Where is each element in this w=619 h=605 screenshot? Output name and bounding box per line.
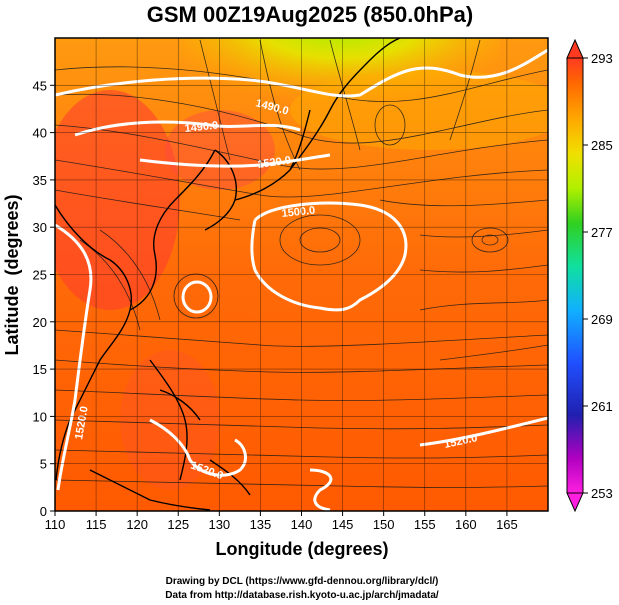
- streamlines: [55, 39, 548, 488]
- plot-area: 1490.0 1490.0 1520.0 1500.0 1520.0 1520.…: [55, 38, 548, 511]
- x-tick-label: 160: [455, 517, 477, 532]
- coastlines: [55, 38, 401, 511]
- y-tick-label: 0: [40, 504, 47, 519]
- x-tick-label: 145: [332, 517, 354, 532]
- contour-label: 1490.0: [184, 120, 219, 135]
- x-tick-label: 125: [167, 517, 189, 532]
- x-tick-label: 120: [126, 517, 148, 532]
- y-tick-label: 15: [33, 362, 47, 377]
- figure-title: GSM 00Z19Aug2025 (850.0hPa): [147, 2, 473, 27]
- y-tick-label: 45: [33, 78, 47, 93]
- y-tick-label: 10: [33, 409, 47, 424]
- contour-label: 1520.0: [73, 405, 91, 440]
- colorbar-scale: [566, 57, 584, 494]
- colorbar-label: 277: [591, 225, 613, 240]
- colorbar-label: 293: [591, 51, 613, 66]
- credit-data-source: Data from http://database.rish.kyoto-u.a…: [165, 590, 439, 601]
- warm-region-korea: [165, 110, 275, 190]
- y-axis-ticks: 0 5 10 15 20 25 30 35 40 45: [33, 78, 55, 519]
- colorbar-label: 253: [591, 486, 613, 501]
- contour-label: 1520.0: [257, 154, 292, 171]
- colorbar-label: 261: [591, 399, 613, 414]
- x-tick-label: 155: [414, 517, 436, 532]
- y-tick-label: 5: [40, 457, 47, 472]
- y-tick-label: 20: [33, 315, 47, 330]
- colorbar-label: 285: [591, 138, 613, 153]
- warm-region-philippines: [120, 350, 220, 490]
- x-tick-label: 150: [373, 517, 395, 532]
- cool-air-north-region: [180, 38, 500, 160]
- y-tick-label: 30: [33, 220, 47, 235]
- x-axis-label: Longitude (degrees): [215, 539, 388, 559]
- lat-lon-grid: [55, 38, 548, 511]
- x-tick-label: 115: [86, 517, 107, 532]
- colorbar-top-arrow: [566, 38, 584, 59]
- contour-label: 1500.0: [281, 205, 316, 220]
- colorbar-label: 269: [591, 312, 613, 327]
- x-tick-label: 140: [291, 517, 313, 532]
- y-axis-label: Latitude (degrees): [2, 194, 22, 355]
- colorbar: 293 285 277 269 261 253: [566, 38, 613, 513]
- x-tick-label: 130: [208, 517, 230, 532]
- y-tick-label: 35: [33, 173, 47, 188]
- x-tick-label: 165: [496, 517, 518, 532]
- geopotential-contours: [55, 48, 548, 511]
- yellow-band-northeast: [290, 70, 548, 150]
- x-axis-ticks: 110 115 120 125 130 135 140 145 150 155 160 165: [45, 511, 518, 532]
- y-tick-label: 40: [33, 126, 47, 141]
- credit-drawing: Drawing by DCL (https://www.gfd-dennou.o…: [166, 576, 439, 587]
- x-tick-label: 135: [250, 517, 272, 532]
- y-tick-label: 25: [33, 268, 47, 283]
- colorbar-bottom-arrow: [566, 492, 584, 513]
- x-tick-label: 110: [45, 517, 66, 532]
